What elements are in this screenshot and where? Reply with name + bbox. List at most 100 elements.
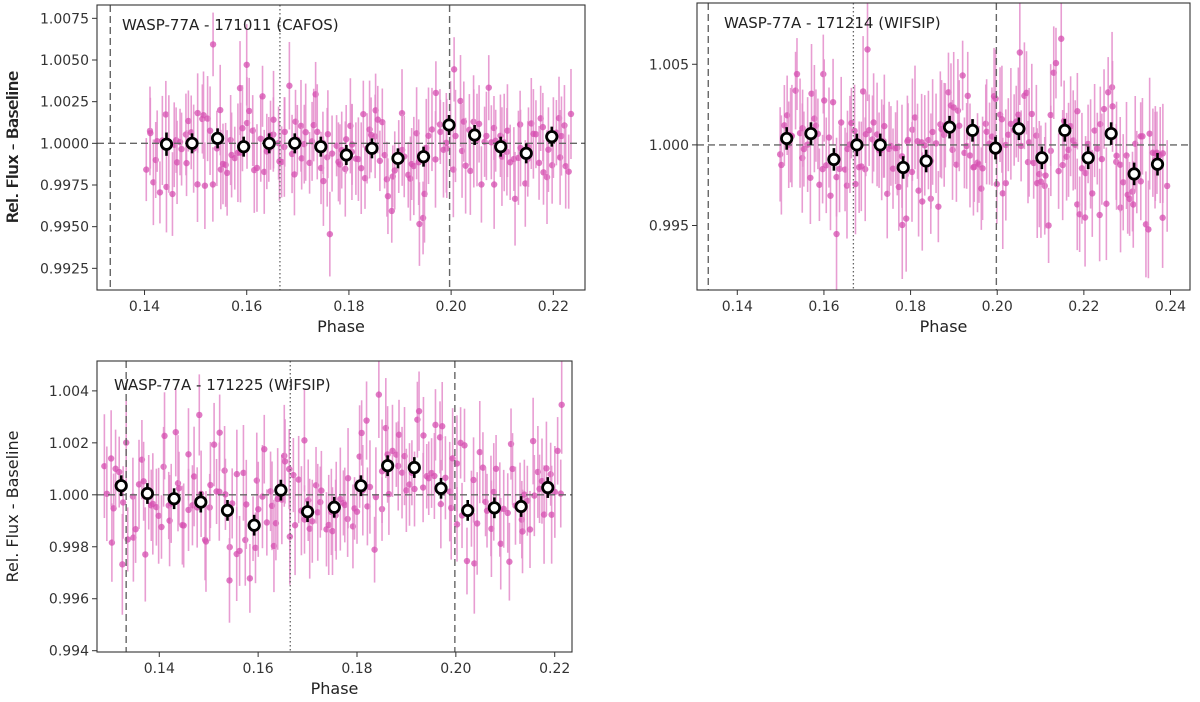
binned-data-point: [545, 130, 559, 144]
raw-data-point: [207, 481, 214, 489]
chart-panel-171225-wifsip: 0.14 0.16 0.18 0.20 0.22 0.994 0.996 0.998 1.000…: [3, 360, 573, 698]
raw-data-point: [545, 146, 552, 153]
raw-data-point: [425, 475, 432, 482]
raw-data-point: [194, 109, 201, 117]
y-tick-label: 1.0050: [40, 53, 89, 69]
raw-data-point: [132, 525, 139, 533]
raw-data-point: [341, 501, 348, 509]
x-tick-label: 0.18: [895, 299, 926, 315]
raw-data-point: [506, 558, 513, 565]
raw-data-point: [295, 476, 302, 483]
raw-data-point: [792, 87, 799, 94]
raw-data-point: [992, 95, 999, 102]
raw-data-point: [827, 192, 834, 199]
raw-data-point: [543, 173, 551, 181]
y-tick-label: 0.994: [49, 644, 89, 660]
binned-measurements: [159, 115, 559, 169]
binned-data-point: [1150, 157, 1165, 171]
axes-frame: [96, 360, 573, 653]
raw-data-point: [471, 560, 478, 567]
raw-data-point: [415, 407, 423, 415]
raw-data-point: [1120, 179, 1127, 186]
binned-data-point: [514, 499, 528, 514]
raw-data-point: [297, 122, 305, 130]
raw-data-point: [103, 490, 111, 497]
raw-data-point: [202, 538, 210, 545]
raw-data-point: [925, 136, 932, 144]
y-tick-label: 1.0075: [40, 11, 89, 27]
binned-data-point: [262, 136, 276, 150]
raw-data-point: [185, 451, 192, 458]
raw-data-point: [457, 97, 464, 105]
raw-data-point: [227, 136, 234, 144]
raw-data-point: [286, 533, 294, 540]
raw-data-point: [899, 221, 906, 229]
raw-data-point: [490, 181, 498, 188]
raw-data-point: [829, 98, 837, 106]
raw-data-point: [1126, 195, 1133, 203]
x-tick-label: 0.20: [440, 661, 471, 677]
raw-data-point: [558, 132, 565, 140]
binned-data-point: [210, 131, 225, 145]
y-tick-label: 0.9975: [40, 178, 89, 194]
raw-data-point: [371, 546, 378, 553]
raw-data-point: [173, 159, 181, 166]
raw-data-point: [431, 472, 438, 480]
binned-data-point: [159, 137, 174, 151]
binned-data-point: [461, 503, 475, 517]
raw-data-point: [1028, 110, 1036, 118]
raw-data-point: [376, 157, 384, 165]
raw-data-point: [439, 423, 446, 430]
binned-data-point: [519, 146, 533, 160]
raw-data-point: [820, 97, 828, 104]
raw-data-point: [1045, 222, 1052, 229]
raw-data-point: [1091, 127, 1098, 134]
raw-data-point: [291, 171, 298, 178]
binned-data-point: [442, 118, 456, 132]
binned-data-point: [919, 154, 933, 168]
raw-data-point: [302, 128, 309, 136]
raw-data-point: [908, 168, 916, 176]
raw-data-point: [1082, 169, 1089, 177]
raw-data-point: [147, 129, 154, 137]
binned-data-point: [1035, 151, 1049, 165]
raw-data-point: [473, 520, 481, 527]
x-axis-label: Phase: [920, 317, 968, 336]
raw-data-point: [1023, 89, 1030, 97]
binned-data-point: [487, 501, 501, 515]
raw-data-point: [807, 174, 814, 181]
raw-data-point: [776, 151, 784, 158]
raw-data-point: [983, 128, 990, 135]
raw-data-point: [246, 107, 253, 115]
binned-data-point: [407, 460, 421, 475]
binned-data-point: [1104, 127, 1118, 141]
raw-data-point: [246, 575, 254, 582]
raw-data-point: [547, 471, 554, 478]
raw-data-point: [204, 115, 211, 122]
raw-data-point: [257, 135, 264, 142]
raw-data-point: [216, 106, 224, 114]
binned-data-point: [391, 151, 405, 165]
raw-data-point: [548, 511, 555, 518]
raw-data-point: [309, 518, 316, 525]
raw-data-point: [978, 185, 985, 192]
raw-data-point: [562, 162, 569, 170]
raw-data-point: [470, 476, 477, 484]
raw-data-point: [383, 176, 391, 183]
raw-data-point: [216, 488, 223, 495]
raw-data-point: [1024, 158, 1032, 166]
raw-data-point: [158, 523, 165, 531]
binned-data-point: [494, 140, 508, 154]
x-tick-label: 0.14: [129, 299, 160, 315]
x-tick-label: 0.24: [1155, 299, 1186, 315]
raw-data-point: [1096, 211, 1103, 219]
raw-data-point: [259, 93, 266, 100]
raw-data-point: [317, 498, 324, 506]
raw-data-point: [281, 128, 288, 136]
raw-data-point: [557, 490, 564, 497]
raw-data-point: [328, 150, 336, 157]
raw-data-point: [360, 110, 367, 118]
raw-data-point: [156, 189, 164, 196]
raw-data-point: [286, 82, 293, 89]
binned-data-point: [873, 138, 887, 152]
